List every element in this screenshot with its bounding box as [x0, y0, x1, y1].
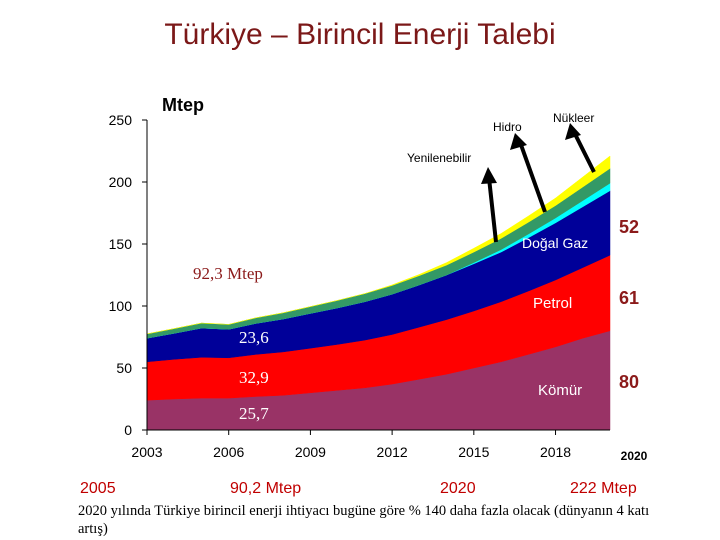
y-tick-label: 150	[109, 236, 133, 252]
coal-2005-label: 25,7	[239, 404, 269, 423]
footer-year-2005: 2005	[80, 480, 116, 497]
x-tick-label: 2009	[295, 444, 326, 460]
series-arrows	[481, 123, 596, 243]
footer-note: 2020 yılında Türkiye birincil enerji iht…	[78, 503, 650, 537]
x-tick-label: 2006	[213, 444, 244, 460]
x-tick-label: 2003	[131, 444, 162, 460]
y-tick-label: 100	[109, 298, 133, 314]
energy-demand-chart: 0 50 100 150 200 250 2003 2006 2009 2012 2015 2018…	[109, 95, 648, 463]
label-komur: Kömür	[538, 382, 582, 399]
coal-2020-value: 80	[619, 372, 639, 392]
x-tick-label: 2018	[540, 444, 571, 460]
gas-2020-value: 52	[619, 217, 639, 237]
y-tick-label: 50	[116, 360, 132, 376]
label-hidro: Hidro	[493, 120, 522, 134]
nukleer-arrow	[572, 131, 596, 173]
label-petrol: Petrol	[533, 295, 572, 312]
axes	[146, 120, 610, 431]
unit-label: Mtep	[162, 95, 204, 115]
x-axis-ticks: 2003 2006 2009 2012 2015 2018 2020	[131, 430, 648, 463]
label-dogalgaz: Doğal Gaz	[522, 235, 588, 251]
footer-value-2005: 90,2 Mtep	[230, 480, 302, 497]
yenilenebilir-arrow	[487, 177, 498, 243]
x-tick-label: 2015	[458, 444, 489, 460]
nukleer-arrowhead	[565, 123, 581, 140]
page-title: Türkiye – Birincil Enerji Talebi	[164, 18, 556, 51]
y-tick-label: 0	[124, 422, 132, 438]
yenilenebilir-arrowhead	[481, 167, 497, 184]
label-nukleer: Nükleer	[553, 111, 594, 125]
oil-2005-label: 32,9	[239, 368, 269, 387]
oil-2020-value: 61	[619, 288, 639, 308]
footer-value-2020: 222 Mtep	[570, 480, 637, 497]
label-yenilenebilir: Yenilenebilir	[407, 151, 471, 165]
hidro-arrowhead	[510, 133, 527, 150]
gas-2005-label: 23,6	[239, 328, 269, 347]
area-yenilenebilir	[146, 155, 611, 335]
y-tick-label: 200	[109, 174, 133, 190]
y-tick-label: 250	[109, 112, 133, 128]
total-2005-label: 92,3 Mtep	[193, 264, 263, 283]
y-axis-ticks: 0 50 100 150 200 250	[109, 112, 147, 438]
x-tick-label-last: 2020	[621, 449, 648, 463]
hidro-arrow	[518, 141, 547, 213]
footer-year-2020: 2020	[440, 480, 476, 497]
stacked-areas	[146, 155, 611, 431]
x-tick-label: 2012	[377, 444, 408, 460]
footer: 2005 90,2 Mtep 2020 222 Mtep 2020 yılınd…	[0, 476, 720, 540]
